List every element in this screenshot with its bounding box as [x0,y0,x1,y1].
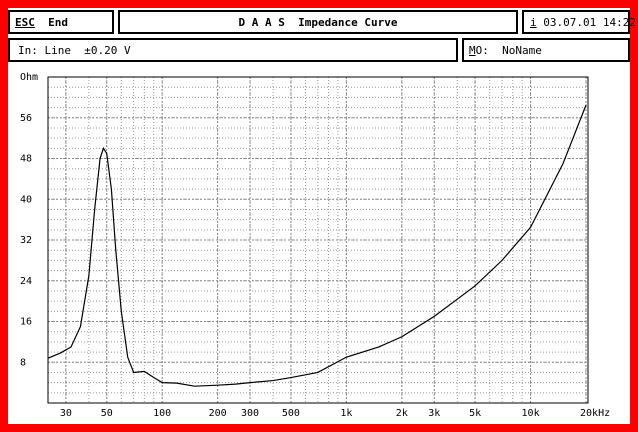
x-tick-label: 2k [396,408,408,419]
x-tick-label: 20kHz [580,408,610,419]
x-tick-label: 300 [241,408,259,419]
mo-key[interactable]: M [469,43,476,57]
y-tick-label: Ohm [20,72,38,83]
y-tick-label: 24 [20,276,32,287]
impedance-curve [47,104,587,387]
mo-name: NoName [502,43,542,57]
x-tick-label: 100 [153,408,171,419]
y-tick-label: 32 [20,235,32,246]
input: In: Line ±0.20 V [18,43,131,57]
esc-box[interactable]: ESC End [8,10,114,34]
mo-box[interactable]: M O: NoName [462,38,630,62]
info-key[interactable]: i [530,15,537,29]
title: D A A S Impedance Curve [238,15,398,29]
x-tick-label: 500 [282,408,300,419]
y-tick-label: 56 [20,113,32,124]
x-tick-label: 3k [428,408,440,419]
y-tick-label: 40 [20,194,32,205]
y-tick-label: 48 [20,154,32,165]
mo-label[interactable]: O: [475,43,489,57]
x-tick-label: 50 [101,408,113,419]
x-tick-label: 5k [469,408,481,419]
x-tick-label: 200 [209,408,227,419]
esc-key[interactable]: ESC [15,15,35,29]
x-tick-label: 10k [522,408,540,419]
title-box: D A A S Impedance Curve [118,10,518,34]
date-box: i 03.07.01 14:22 [522,10,636,34]
x-tick-label: 1k [340,408,352,419]
x-tick-label: 30 [60,408,72,419]
datetime: 03.07.01 14:22 [543,15,636,29]
input-box: In: Line ±0.20 V [8,38,458,62]
y-tick-label: 16 [20,317,32,328]
plot-frame [47,76,589,404]
esc-action[interactable]: End [48,15,68,29]
y-tick-label: 8 [20,357,26,368]
